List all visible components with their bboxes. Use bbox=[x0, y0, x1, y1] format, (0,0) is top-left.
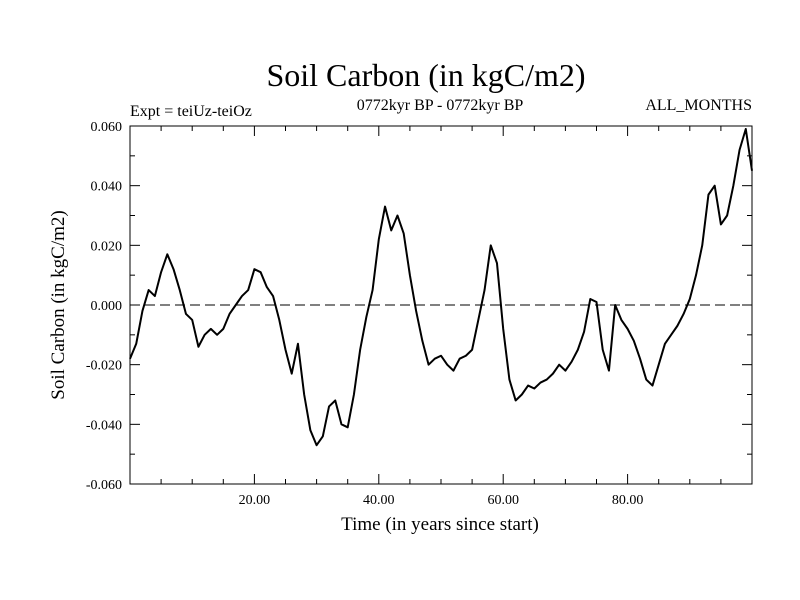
x-tick-label: 60.00 bbox=[487, 493, 519, 508]
y-tick-label: -0.040 bbox=[86, 418, 122, 433]
y-tick-label: 0.060 bbox=[91, 120, 123, 135]
series-line bbox=[129, 127, 753, 447]
chart-title: Soil Carbon (in kgC/m2) bbox=[266, 57, 585, 93]
y-axis-label: Soil Carbon (in kgC/m2) bbox=[48, 210, 69, 399]
x-tick-label: 40.00 bbox=[363, 493, 395, 508]
experiment-label: Expt = teiUz-teiOz bbox=[130, 103, 252, 120]
y-tick-label: 0.000 bbox=[91, 299, 123, 314]
months-label: ALL_MONTHS bbox=[645, 97, 752, 114]
x-tick-label: 80.00 bbox=[612, 493, 644, 508]
y-tick-label: 0.020 bbox=[91, 239, 123, 254]
x-tick-label: 20.00 bbox=[239, 493, 271, 508]
chart-subtitle: 0772kyr BP - 0772kyr BP bbox=[357, 97, 524, 114]
x-axis-label: Time (in years since start) bbox=[341, 514, 539, 535]
y-tick-label: -0.060 bbox=[86, 478, 122, 493]
y-tick-label: 0.040 bbox=[91, 180, 123, 195]
y-tick-label: -0.020 bbox=[86, 359, 122, 374]
plot-area: -0.060 -0.040 -0.020 0.000 0.020 0.040 0.060 20… bbox=[86, 120, 753, 508]
